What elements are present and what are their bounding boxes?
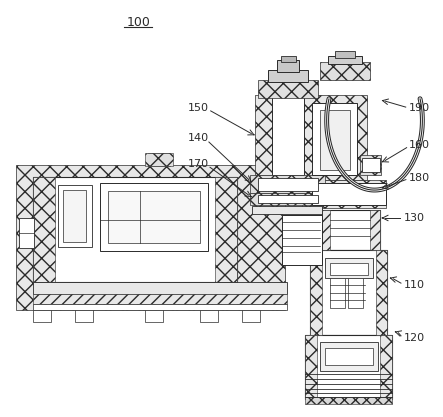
Bar <box>242 310 260 322</box>
Bar <box>312 183 386 205</box>
Bar <box>33 282 287 294</box>
Bar <box>145 153 173 166</box>
Bar <box>328 55 361 65</box>
Bar <box>325 258 373 278</box>
Bar <box>58 185 93 247</box>
Bar <box>330 278 345 308</box>
Bar <box>33 294 287 304</box>
Bar <box>33 310 51 322</box>
Text: 180: 180 <box>409 173 430 183</box>
Bar <box>16 165 285 310</box>
Bar <box>330 263 368 275</box>
Bar <box>360 155 381 175</box>
Bar <box>305 334 392 399</box>
Bar <box>381 334 392 399</box>
Bar <box>305 397 392 404</box>
Text: 150: 150 <box>187 103 209 113</box>
Bar <box>75 310 93 322</box>
Bar <box>258 178 318 191</box>
Text: 190: 190 <box>409 103 430 113</box>
Bar <box>19 218 34 248</box>
Bar <box>33 304 287 310</box>
Bar <box>215 177 237 282</box>
Bar <box>255 95 320 175</box>
Bar <box>62 190 86 242</box>
Bar <box>258 80 318 98</box>
Bar <box>305 334 317 399</box>
Bar <box>302 180 386 208</box>
Bar <box>252 206 322 214</box>
Bar <box>258 195 318 203</box>
Bar <box>361 158 380 172</box>
Bar <box>200 310 218 322</box>
Bar <box>145 310 163 322</box>
Text: 120: 120 <box>404 333 425 343</box>
Text: 100: 100 <box>126 16 150 29</box>
Bar <box>302 95 366 180</box>
Bar <box>268 70 308 83</box>
Bar <box>148 153 170 166</box>
Text: 110: 110 <box>404 280 425 290</box>
Bar <box>325 347 373 365</box>
Bar <box>369 210 380 250</box>
Text: 130: 130 <box>404 213 425 223</box>
Bar <box>281 55 296 63</box>
Text: 170: 170 <box>187 159 209 169</box>
Bar <box>348 278 362 308</box>
Bar <box>277 60 299 73</box>
Bar <box>101 183 208 251</box>
Bar <box>33 177 54 282</box>
Bar <box>272 95 304 175</box>
Bar <box>282 215 322 265</box>
Bar <box>320 210 330 250</box>
Bar <box>320 210 380 250</box>
Bar <box>109 191 200 243</box>
Bar <box>250 193 325 205</box>
Bar <box>310 250 322 334</box>
Bar <box>282 207 322 215</box>
Text: 140: 140 <box>187 133 209 143</box>
Bar <box>33 177 237 282</box>
Text: 160: 160 <box>409 140 430 150</box>
Bar <box>250 175 325 193</box>
Bar <box>320 342 377 372</box>
Bar <box>376 250 388 334</box>
Bar <box>320 63 369 80</box>
Bar <box>320 111 350 170</box>
Bar <box>334 50 354 58</box>
Bar <box>310 250 388 334</box>
Bar <box>312 103 357 175</box>
